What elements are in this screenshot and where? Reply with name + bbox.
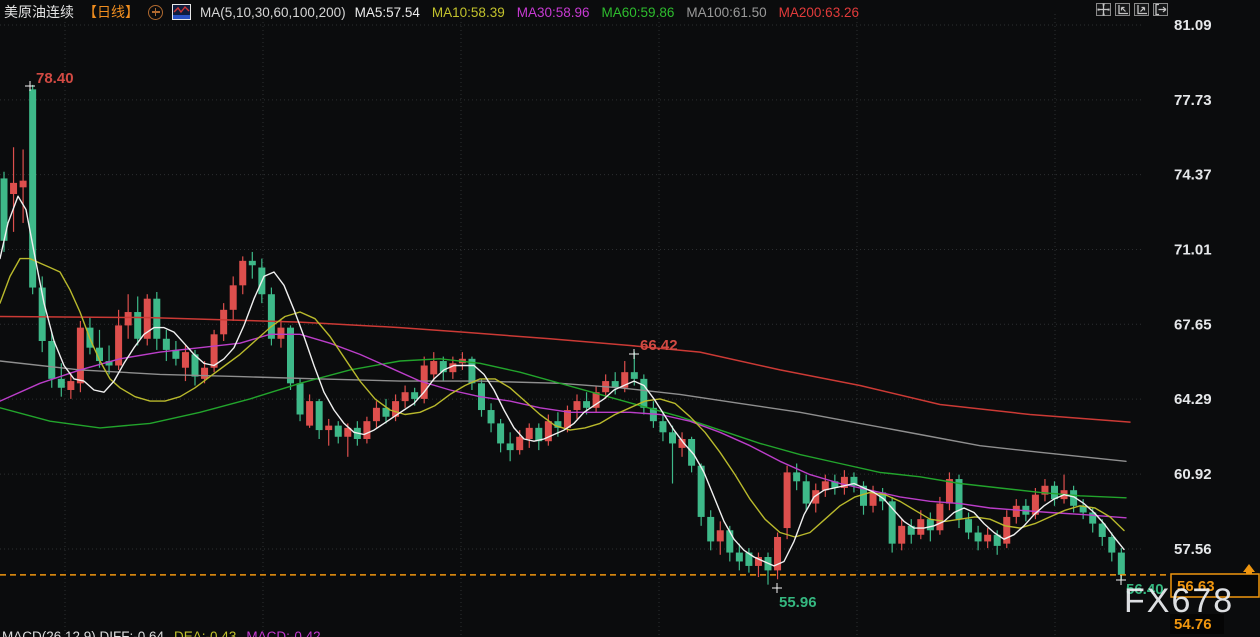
macd-segment-1: DEA:-0.43	[174, 629, 237, 637]
svg-text:55.96: 55.96	[779, 594, 817, 611]
add-indicator-icon[interactable]	[148, 4, 163, 20]
svg-text:66.42: 66.42	[640, 337, 678, 354]
candles-layer	[0, 84, 1125, 585]
y-axis-label: 81.09	[1174, 17, 1212, 34]
ma-line-ma5	[0, 195, 1125, 567]
ma-line-ma200	[0, 315, 1131, 423]
macd-indicator-row: MACD(26,12,9) DIFF:-0.64 DEA:-0.43 MACD:-0…	[2, 629, 321, 637]
instrument-title: 美原油连续	[4, 4, 74, 20]
ma-value-2: MA30:58.96	[516, 4, 590, 20]
price-box	[1170, 573, 1260, 598]
ma-values-row: MA5:57.54 MA10:58.39 MA30:58.96 MA60:59.86 M…	[355, 5, 859, 20]
gridlines	[0, 14, 1142, 637]
ma-line-ma10	[0, 257, 1125, 538]
ma-line-ma60	[0, 358, 1127, 499]
price-axis: 81.09 77.73 74.37 71.01 67.65 64.29 60.92 57.56…	[1126, 17, 1260, 634]
fx678-watermark: FX678	[1124, 582, 1235, 620]
period-label[interactable]: 【日线】	[83, 4, 139, 20]
annotations-layer: 78.40 66.42 55.96	[25, 70, 1126, 611]
y-axis-bottom-label: 54.76	[1174, 616, 1212, 633]
y-axis-label: 67.65	[1174, 316, 1212, 333]
exit-fullscreen-button[interactable]	[1153, 3, 1168, 16]
last-price-label: 56.40	[1126, 581, 1164, 598]
axis-zoom-out-button[interactable]	[1115, 3, 1130, 16]
macd-segment-2: MACD:-0.42	[246, 629, 321, 637]
axis-zoom-out-icon	[1118, 5, 1128, 15]
chart-toolbar	[1096, 3, 1168, 16]
y-axis-label: 60.92	[1174, 466, 1212, 483]
exit-fullscreen-icon	[1155, 3, 1167, 16]
boxed-price-label: 56.63	[1177, 578, 1215, 595]
axis-zoom-in-button[interactable]	[1134, 3, 1149, 16]
ma-lines-layer	[0, 195, 1131, 567]
y-axis-label: 74.37	[1174, 167, 1212, 184]
chart-type-icon[interactable]	[172, 4, 191, 20]
y-axis-label: 71.01	[1174, 241, 1212, 258]
ma-value-5: MA200:63.26	[778, 4, 859, 20]
y-axis-label: 57.56	[1174, 541, 1212, 558]
ma-parameters-label: MA(5,10,30,60,100,200)	[200, 4, 346, 20]
y-axis-label: 64.29	[1174, 391, 1212, 408]
y-axis-label: 77.73	[1174, 92, 1212, 109]
macd-segment-0: MACD(26,12,9) DIFF:-0.64	[2, 629, 165, 637]
axis-zoom-in-icon	[1137, 5, 1147, 15]
ma-value-3: MA60:59.86	[601, 4, 675, 20]
scale-up-arrow-icon[interactable]	[1243, 564, 1255, 572]
pan-crosshair-button[interactable]	[1096, 3, 1111, 16]
pan-crosshair-icon	[1097, 3, 1110, 16]
ma-value-4: MA100:61.50	[686, 4, 767, 20]
ma-value-1: MA10:58.39	[431, 4, 505, 20]
svg-text:78.40: 78.40	[36, 70, 74, 87]
ma-value-0: MA5:57.54	[354, 4, 420, 20]
chart-header: 美原油连续 【日线】 MA(5,10,30,60,100,200) MA5:57…	[4, 3, 859, 21]
